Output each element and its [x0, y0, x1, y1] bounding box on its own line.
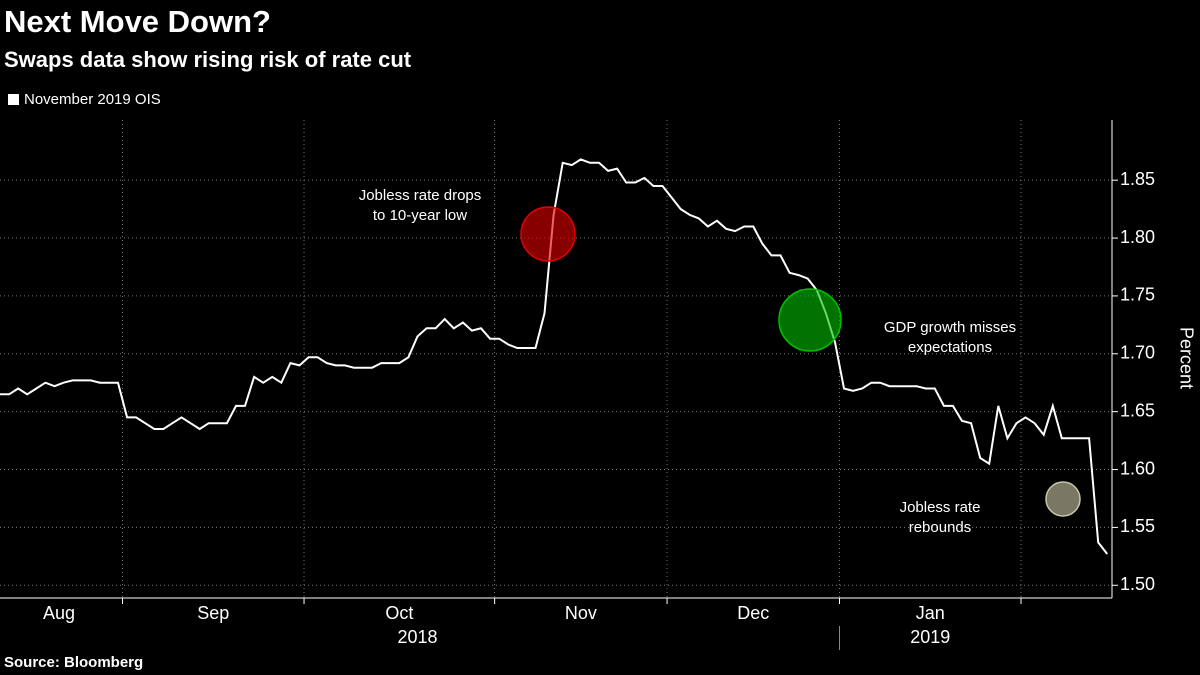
legend-label: November 2019 OIS — [24, 91, 161, 108]
event-marker — [778, 288, 842, 352]
annotation: expectations — [908, 339, 992, 356]
annotation: to 10-year low — [373, 207, 467, 224]
y-tick-label: 1.70 — [1120, 343, 1155, 363]
annotation: Jobless rate drops — [359, 187, 482, 204]
y-tick-label: 1.80 — [1120, 227, 1155, 247]
y-tick-label: 1.60 — [1120, 458, 1155, 478]
x-tick-label: Aug — [43, 603, 75, 623]
year-label: 2019 — [910, 627, 950, 647]
x-tick-label: Nov — [565, 603, 597, 623]
y-tick-label: 1.85 — [1120, 169, 1155, 189]
x-tick-label: Dec — [737, 603, 769, 623]
x-tick-label: Oct — [385, 603, 413, 623]
x-tick-label: Sep — [197, 603, 229, 623]
annotation: rebounds — [909, 519, 972, 536]
y-tick-label: 1.55 — [1120, 516, 1155, 536]
chart-title: Next Move Down? — [4, 4, 271, 39]
y-tick-label: 1.65 — [1120, 400, 1155, 420]
annotation: GDP growth misses — [884, 319, 1016, 336]
annotation: Jobless rate — [900, 499, 981, 516]
x-tick-label: Jan — [916, 603, 945, 623]
y-axis-label: Percent — [1176, 327, 1196, 389]
year-label: 2018 — [397, 627, 437, 647]
y-tick-label: 1.50 — [1120, 574, 1155, 594]
event-marker — [1045, 481, 1081, 517]
legend-swatch — [8, 94, 19, 105]
y-tick-label: 1.75 — [1120, 285, 1155, 305]
event-marker — [520, 206, 576, 262]
source: Source: Bloomberg — [4, 654, 143, 671]
chart-subtitle: Swaps data show rising risk of rate cut — [4, 47, 412, 72]
